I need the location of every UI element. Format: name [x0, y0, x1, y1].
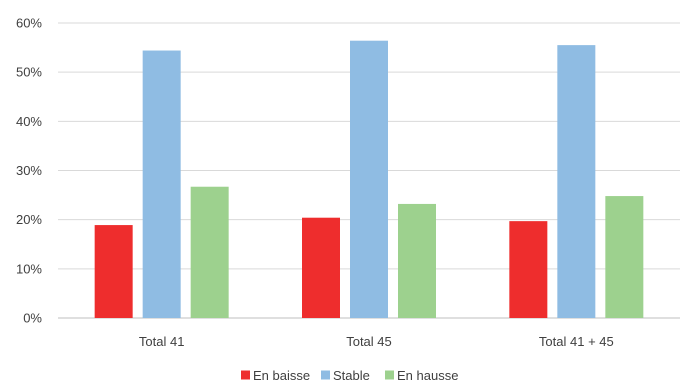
y-tick-label: 60% — [16, 16, 42, 31]
y-tick-label: 20% — [16, 212, 42, 227]
y-tick-label: 0% — [23, 311, 42, 326]
y-tick-label: 40% — [16, 114, 42, 129]
legend-swatch — [385, 370, 394, 380]
bar-en-hausse — [398, 203, 436, 318]
legend-label: En hausse — [397, 368, 458, 383]
bar-en-baisse — [509, 221, 548, 318]
bar-en-baisse — [302, 217, 340, 318]
legend-label: En baisse — [253, 368, 310, 383]
bar-en-hausse — [605, 196, 644, 318]
x-tick-label: Total 41 — [139, 334, 185, 349]
x-tick-label: Total 41 + 45 — [539, 334, 614, 349]
bar-stable — [557, 45, 596, 318]
legend-swatch — [241, 370, 250, 380]
x-tick-label: Total 45 — [346, 334, 392, 349]
y-axis: 0% 10% 20% 30% 40% 50% 60% — [16, 16, 42, 326]
y-tick-label: 30% — [16, 163, 42, 178]
bar-en-baisse — [94, 225, 133, 318]
legend: En baisse Stable En hausse — [241, 368, 458, 383]
bar-stable — [142, 50, 181, 319]
bars — [94, 40, 644, 319]
bar-stable — [350, 40, 388, 318]
legend-swatch — [321, 370, 330, 380]
y-tick-label: 50% — [16, 65, 42, 80]
bar-en-hausse — [190, 186, 229, 318]
y-tick-label: 10% — [16, 261, 42, 276]
x-axis: Total 41 Total 45 Total 41 + 45 — [139, 334, 614, 349]
legend-label: Stable — [333, 368, 370, 383]
